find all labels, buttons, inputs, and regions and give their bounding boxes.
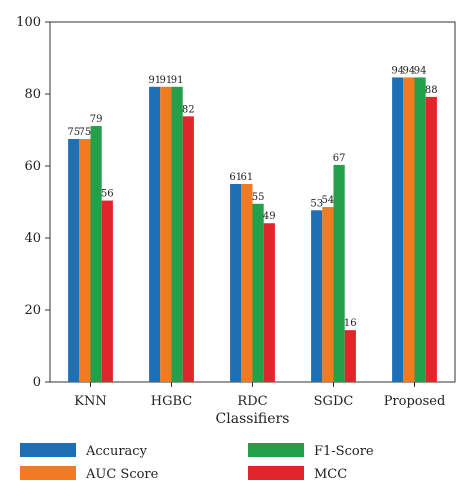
bar-accuracy-proposed xyxy=(392,77,404,382)
y-tick-label: 80 xyxy=(24,87,41,102)
y-tick-label: 40 xyxy=(24,231,41,246)
data-label: 61 xyxy=(241,172,254,183)
data-label: 49 xyxy=(263,211,276,222)
y-tick-label: 100 xyxy=(16,15,41,30)
legend-swatch xyxy=(20,466,76,480)
bar-mcc-knn xyxy=(101,200,113,382)
bar-mcc-rdc xyxy=(263,223,275,382)
y-tick-label: 60 xyxy=(24,159,41,174)
bar-f1-score-sgdc xyxy=(333,164,345,382)
bar-mcc-sgdc xyxy=(344,330,356,382)
bar-auc-score-proposed xyxy=(403,77,415,382)
x-tick-label: Proposed xyxy=(384,394,446,409)
legend-swatch xyxy=(248,466,304,480)
data-label: 75 xyxy=(79,127,92,138)
data-label: 56 xyxy=(101,189,114,200)
bar-f1-score-rdc xyxy=(252,203,264,382)
data-label: 94 xyxy=(391,65,404,76)
data-label: 16 xyxy=(344,318,357,329)
bar-mcc-proposed xyxy=(425,96,437,382)
x-tick-label: RDC xyxy=(237,394,267,409)
bar-accuracy-rdc xyxy=(230,184,242,382)
bar-auc-score-sgdc xyxy=(322,207,334,382)
bar-f1-score-hgbc xyxy=(171,86,183,383)
data-label: 75 xyxy=(67,127,80,138)
legend-swatch xyxy=(248,443,304,457)
data-label: 94 xyxy=(414,65,427,76)
legend-label: Accuracy xyxy=(85,444,148,459)
bar-f1-score-proposed xyxy=(414,77,426,382)
data-label: 91 xyxy=(160,75,173,86)
bar-auc-score-rdc xyxy=(241,184,253,382)
x-axis-title: Classifiers xyxy=(216,411,290,427)
data-label: 82 xyxy=(182,104,195,115)
bar-f1-score-knn xyxy=(90,126,102,382)
legend-label: AUC Score xyxy=(85,467,159,482)
x-tick-label: HGBC xyxy=(151,394,193,409)
data-label: 54 xyxy=(322,195,335,206)
data-label: 67 xyxy=(333,153,346,164)
data-label: 91 xyxy=(148,75,161,86)
data-label: 91 xyxy=(171,75,184,86)
data-label: 61 xyxy=(229,172,242,183)
y-tick-label: 0 xyxy=(33,375,41,390)
bar-accuracy-knn xyxy=(68,139,80,382)
legend-swatch xyxy=(20,443,76,457)
bar-auc-score-knn xyxy=(79,139,91,382)
bar-mcc-hgbc xyxy=(182,116,194,382)
bar-accuracy-sgdc xyxy=(311,210,323,382)
x-tick-label: SGDC xyxy=(314,394,354,409)
data-label: 94 xyxy=(403,65,416,76)
legend-label: F1-Score xyxy=(314,444,374,459)
data-label: 79 xyxy=(90,114,103,125)
data-label: 88 xyxy=(425,85,438,96)
x-tick-label: KNN xyxy=(74,394,106,409)
data-label: 55 xyxy=(252,192,265,203)
y-tick-label: 20 xyxy=(24,303,41,318)
legend-label: MCC xyxy=(314,467,347,482)
bar-auc-score-hgbc xyxy=(160,86,172,383)
bar-accuracy-hgbc xyxy=(149,86,161,383)
data-label: 53 xyxy=(310,198,323,209)
